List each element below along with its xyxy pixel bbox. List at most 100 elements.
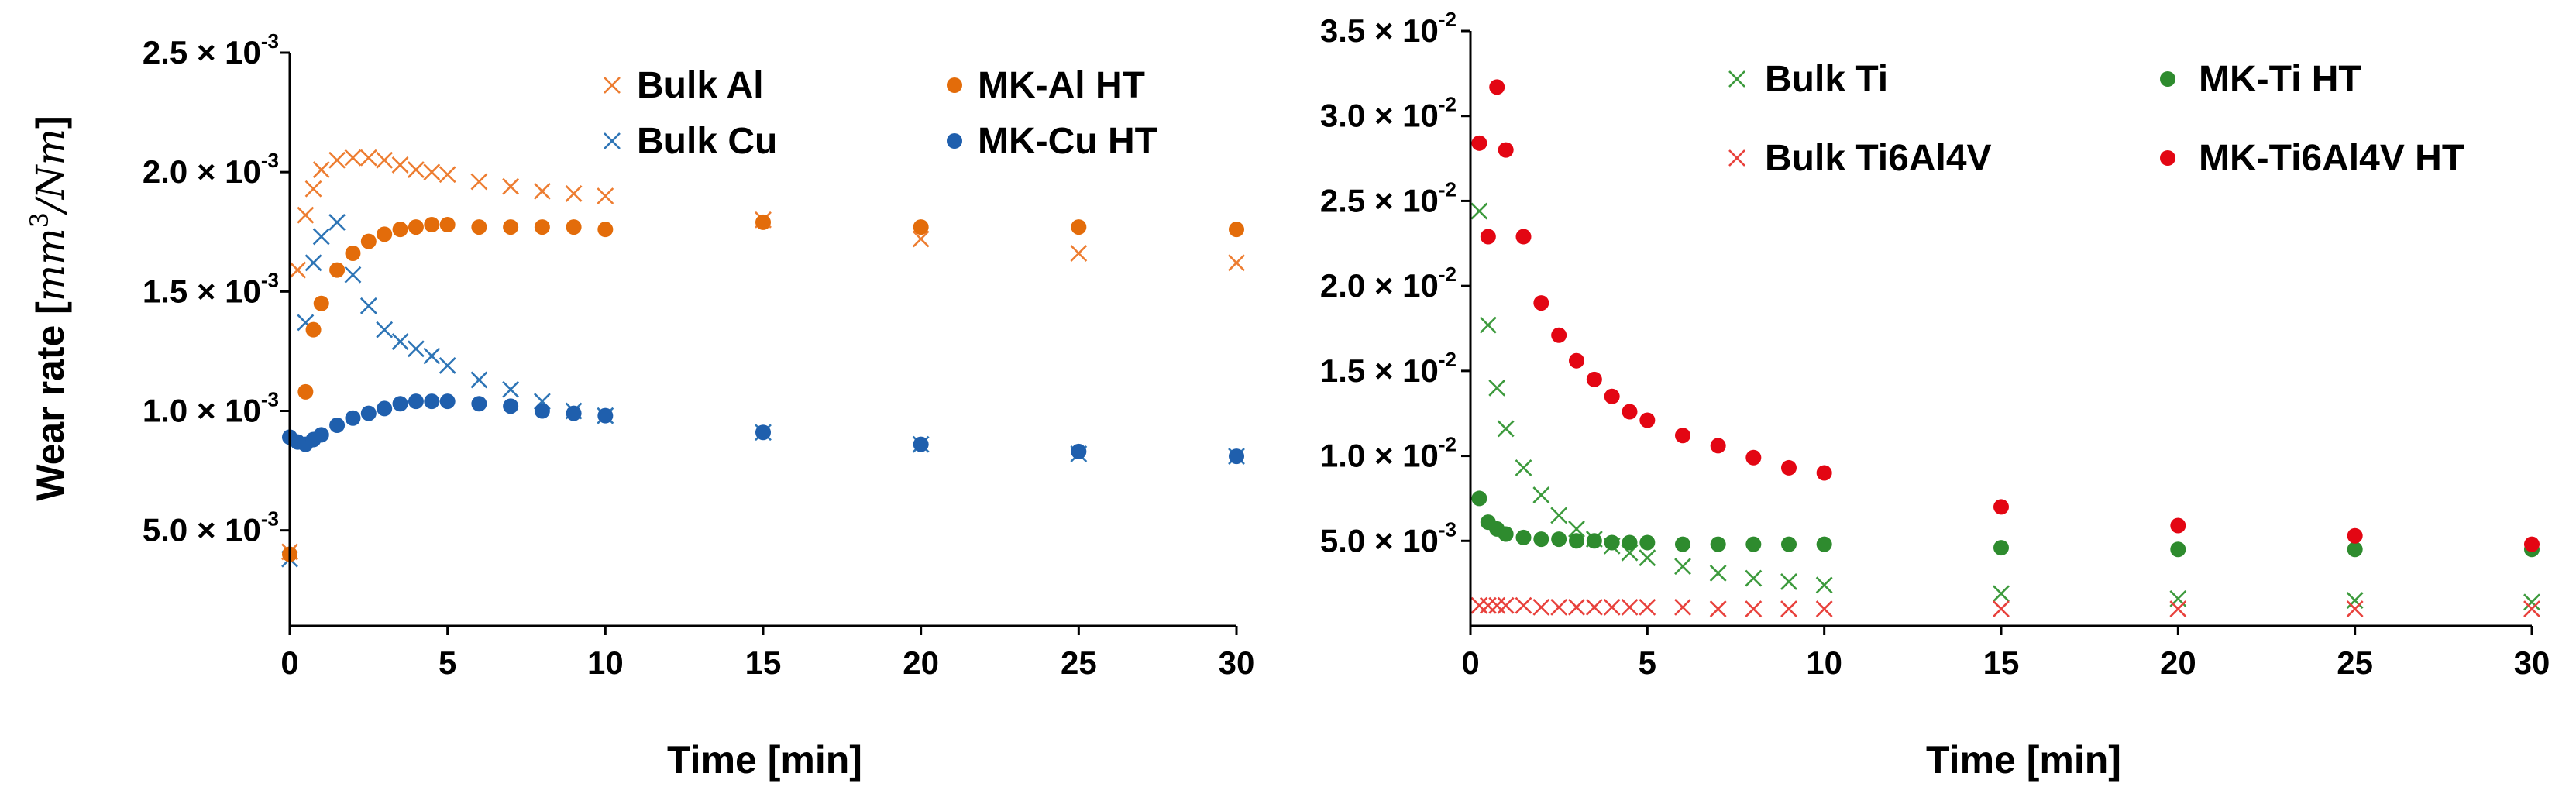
point-mk-cu-ht (345, 410, 361, 426)
point-bulk-ti6al4v (1479, 596, 1497, 614)
point-bulk-ti (1488, 379, 1506, 397)
point-mk-ti-ht (1551, 531, 1567, 548)
point-mk-cu-ht (503, 398, 519, 414)
point-mk-ti6al4v-ht (1489, 79, 1505, 95)
point-bulk-cu (328, 213, 346, 231)
point-mk-ti6al4v-ht (2524, 536, 2540, 552)
point-mk-ti6al4v-ht (1710, 438, 1726, 454)
y-ticks-left: 5.0 × 10-3 1.0 × 10-3 1.5 × 10-3 2.0 × 10-3… (143, 29, 290, 548)
point-mk-al-ht (1229, 222, 1244, 238)
legend-left: Bulk Al Bulk Cu MK-Al HT MK-Cu HT (604, 65, 1157, 162)
legend-symbol (1728, 149, 1745, 167)
data-points-right (1470, 79, 2540, 617)
point-mk-ti6al4v-ht (1515, 229, 1532, 245)
point-mk-ti6al4v-ht (1993, 499, 2009, 515)
point-mk-ti6al4v-ht (1569, 352, 1584, 369)
legend-marker-bulk-cu (604, 132, 621, 149)
point-bulk-ti (1674, 558, 1691, 576)
legend-symbol (604, 77, 621, 94)
point-mk-al-ht (377, 226, 393, 242)
point-bulk-ti (1479, 316, 1497, 334)
point-bulk-ti6al4v (1780, 600, 1797, 617)
point-mk-al-ht (503, 219, 519, 235)
y-axis-title-left: Wear rate [mm3/Nm] (25, 115, 73, 500)
point-bulk-ti (1497, 420, 1515, 438)
legend-item-bulk-ti6al4v: Bulk Ti6Al4V (1728, 138, 1992, 179)
point-mk-al-ht (913, 219, 929, 235)
x-tick-label: 15 (1983, 644, 2020, 681)
point-mk-cu-ht (1229, 448, 1244, 465)
point-bulk-ti6al4v (1674, 598, 1691, 616)
y-tick-label: 2.0 × 10-2 (1320, 263, 1457, 304)
point-bulk-ti6al4v (1470, 596, 1488, 614)
point-bulk-ti (1815, 576, 1833, 594)
point-mk-ti-ht (1515, 529, 1532, 545)
point-mk-ti-ht (1639, 534, 1656, 551)
point-mk-ti-ht (1498, 526, 1514, 542)
point-bulk-ti6al4v (1603, 598, 1621, 616)
x-tick-label: 20 (2160, 644, 2196, 681)
point-bulk-cu (502, 380, 520, 398)
point-mk-ti6al4v-ht (1480, 229, 1496, 245)
point-bulk-cu (312, 228, 330, 246)
y-tick-label: 3.5 × 10-2 (1320, 8, 1457, 49)
point-bulk-ti (1470, 202, 1488, 220)
point-mk-ti6al4v-ht (2347, 527, 2363, 544)
point-bulk-al (344, 149, 362, 167)
x-tick-label: 30 (1219, 644, 1255, 681)
x-tick-label: 30 (2514, 644, 2550, 681)
x-tick-label: 15 (745, 644, 782, 681)
point-bulk-ti6al4v (1621, 598, 1639, 616)
point-mk-al-ht (439, 217, 456, 232)
point-bulk-ti (1993, 585, 2010, 603)
point-mk-ti6al4v-ht (1551, 327, 1567, 343)
point-mk-ti6al4v-ht (1586, 371, 1602, 387)
point-mk-ti6al4v-ht (1622, 404, 1638, 420)
point-mk-al-ht (424, 217, 440, 232)
chart-right: 5.0 × 10-3 1.0 × 10-2 1.5 × 10-2 2.0 × 10-2… (1320, 8, 2550, 782)
point-bulk-al (376, 151, 394, 169)
point-bulk-al (502, 177, 520, 195)
point-bulk-ti6al4v (1815, 600, 1833, 617)
x-tick-label: 0 (280, 644, 298, 681)
point-bulk-al (328, 151, 346, 169)
chart-left: 5.0 × 10-3 1.0 × 10-3 1.5 × 10-3 2.0 × 10-3… (25, 29, 1254, 782)
legend-marker-bulk-ti (1728, 70, 1745, 88)
y-tick-label: 2.5 × 10-3 (143, 29, 279, 70)
point-mk-ti6al4v-ht (1471, 135, 1487, 151)
point-mk-cu-ht (439, 393, 456, 410)
point-bulk-ti6al4v (1745, 600, 1763, 617)
series-mk-ti-ht (1471, 490, 2540, 558)
legend-item-bulk-cu: Bulk Cu (604, 121, 777, 162)
point-bulk-al (470, 173, 488, 191)
y-axis-title-suffix: ] (29, 115, 72, 129)
point-mk-cu-ht (329, 418, 346, 433)
point-bulk-ti6al4v (2523, 600, 2540, 617)
point-mk-ti6al4v-ht (1604, 388, 1620, 404)
point-mk-al-ht (597, 222, 614, 238)
point-mk-ti-ht (1675, 536, 1690, 552)
point-bulk-al (1070, 245, 1088, 262)
y-tick-label: 2.5 × 10-2 (1320, 177, 1457, 218)
legend-marker-mk-cu-ht (947, 133, 962, 149)
x-tick-label: 25 (2337, 644, 2373, 681)
point-bulk-ti (2523, 593, 2540, 611)
point-bulk-cu (470, 371, 488, 389)
point-bulk-cu (344, 266, 362, 284)
point-mk-ti-ht (1586, 533, 1602, 549)
point-bulk-ti (1709, 565, 1727, 582)
point-mk-ti-ht (1604, 534, 1620, 551)
point-mk-al-ht (345, 246, 361, 261)
x-tick-label: 5 (439, 644, 456, 681)
point-bulk-ti6al4v (1639, 598, 1656, 616)
point-bulk-al (423, 163, 441, 181)
point-bulk-al (312, 161, 330, 179)
legend-label-bulk-ti6al4v: Bulk Ti6Al4V (1765, 138, 1992, 179)
point-mk-al-ht (408, 219, 424, 235)
point-bulk-al (912, 230, 930, 248)
point-bulk-al (391, 156, 409, 174)
point-mk-cu-ht (534, 403, 550, 419)
x-tick-label: 10 (1806, 644, 1842, 681)
point-mk-ti-ht (1745, 536, 1762, 552)
